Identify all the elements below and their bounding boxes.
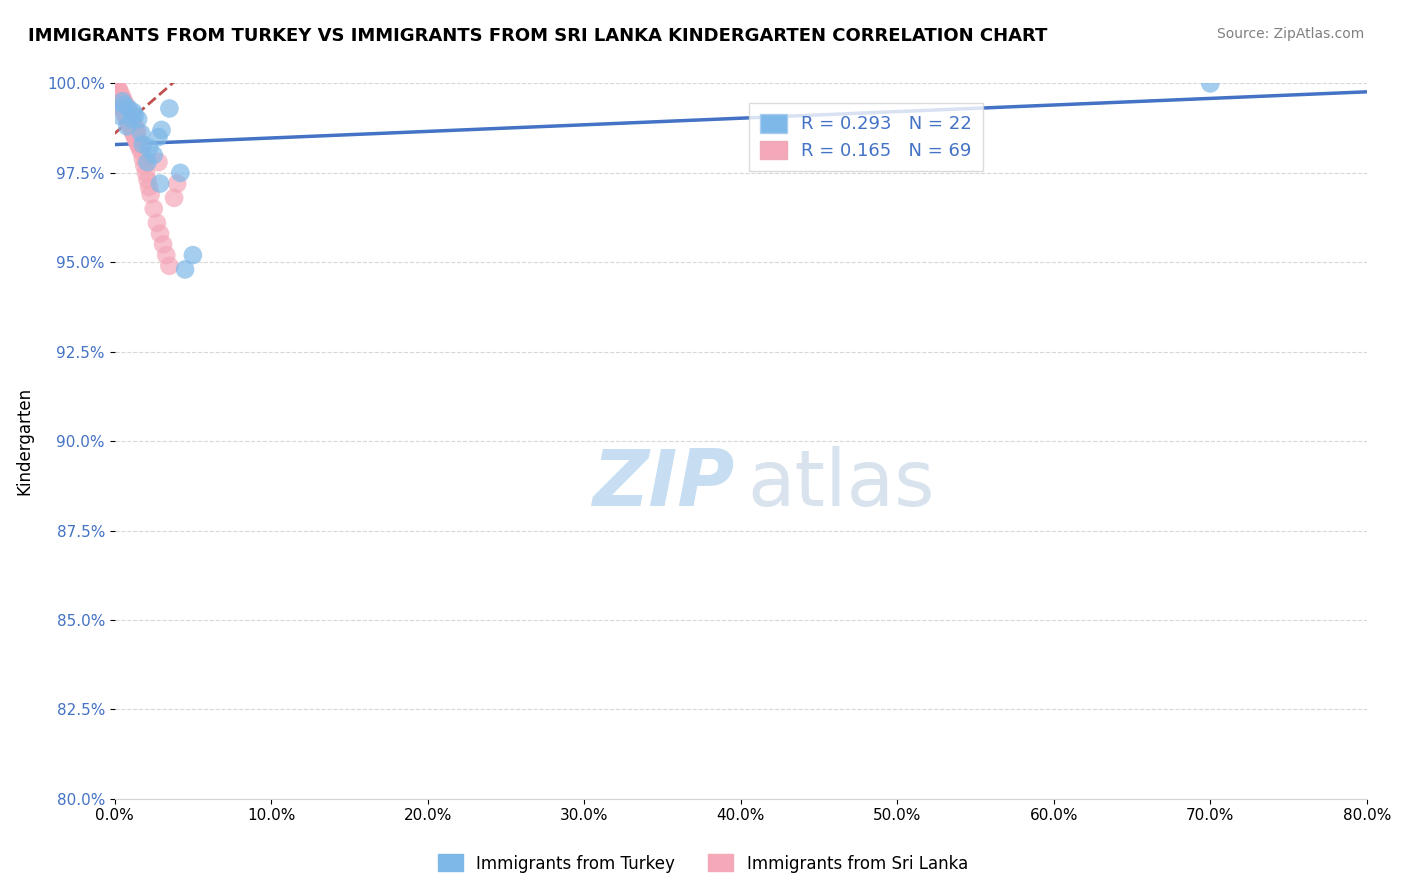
Point <box>127 134 149 148</box>
Point <box>118 112 141 127</box>
Point <box>112 93 135 107</box>
Point <box>128 137 150 152</box>
Point <box>112 98 135 112</box>
Point <box>132 152 155 166</box>
Legend: R = 0.293   N = 22, R = 0.165   N = 69: R = 0.293 N = 22, R = 0.165 N = 69 <box>749 103 983 170</box>
Point <box>108 95 131 109</box>
Text: IMMIGRANTS FROM TURKEY VS IMMIGRANTS FROM SRI LANKA KINDERGARTEN CORRELATION CHA: IMMIGRANTS FROM TURKEY VS IMMIGRANTS FRO… <box>28 27 1047 45</box>
Point <box>120 111 142 125</box>
Point <box>157 259 180 273</box>
Point <box>150 123 173 137</box>
Point <box>148 155 170 169</box>
Point <box>169 166 191 180</box>
Point <box>115 112 138 127</box>
Point <box>124 127 146 141</box>
Point <box>107 82 129 96</box>
Point <box>121 120 143 134</box>
Point <box>114 109 136 123</box>
Point <box>107 86 129 100</box>
Point <box>127 125 149 139</box>
Point <box>181 248 204 262</box>
Point <box>152 237 174 252</box>
Point <box>118 107 141 121</box>
Point <box>163 191 186 205</box>
Point <box>125 130 148 145</box>
Point <box>149 227 172 241</box>
Point <box>120 120 142 134</box>
Point <box>121 123 143 137</box>
Point <box>110 98 132 112</box>
Point <box>122 105 145 120</box>
Point <box>136 155 159 169</box>
Point <box>149 177 172 191</box>
Point <box>134 159 156 173</box>
Text: Source: ZipAtlas.com: Source: ZipAtlas.com <box>1216 27 1364 41</box>
Point <box>124 130 146 145</box>
Point <box>105 84 128 98</box>
Point <box>127 112 149 127</box>
Text: ZIP: ZIP <box>592 446 734 522</box>
Point <box>118 116 141 130</box>
Point <box>108 91 131 105</box>
Point <box>117 103 139 118</box>
Point <box>112 102 135 116</box>
Point <box>115 109 138 123</box>
Point <box>107 87 129 102</box>
Point <box>121 112 143 127</box>
Point <box>110 95 132 109</box>
Point <box>121 114 143 128</box>
Legend: Immigrants from Turkey, Immigrants from Sri Lanka: Immigrants from Turkey, Immigrants from … <box>432 847 974 880</box>
Point <box>127 137 149 152</box>
Point <box>112 98 135 112</box>
Point <box>108 86 131 100</box>
Point <box>129 127 152 141</box>
Point <box>118 102 141 116</box>
Point <box>124 109 146 123</box>
Point <box>157 102 180 116</box>
Point <box>115 105 138 120</box>
Point <box>125 134 148 148</box>
Point <box>142 148 165 162</box>
Point <box>122 118 145 132</box>
Point <box>166 177 188 191</box>
Point <box>105 80 128 95</box>
Point <box>122 123 145 137</box>
Point <box>122 123 145 137</box>
Point <box>146 216 169 230</box>
Point <box>155 248 177 262</box>
Point <box>139 187 162 202</box>
Point <box>120 116 142 130</box>
Point <box>108 91 131 105</box>
Point <box>105 84 128 98</box>
Point <box>174 262 197 277</box>
Point <box>114 96 136 111</box>
Point <box>115 120 138 134</box>
Point <box>112 105 135 120</box>
Point <box>136 173 159 187</box>
Point <box>111 89 134 103</box>
Point <box>115 100 138 114</box>
Point <box>111 95 134 109</box>
Point <box>129 145 152 159</box>
Point <box>120 116 142 130</box>
Point <box>125 121 148 136</box>
Point <box>135 166 157 180</box>
Point <box>107 87 129 102</box>
Point <box>117 109 139 123</box>
Point <box>111 98 134 112</box>
Text: atlas: atlas <box>747 446 935 522</box>
Point <box>142 202 165 216</box>
Point <box>108 109 131 123</box>
Point <box>128 141 150 155</box>
Point <box>122 127 145 141</box>
Y-axis label: Kindergarten: Kindergarten <box>15 387 32 495</box>
Point <box>138 141 160 155</box>
Point <box>132 137 155 152</box>
Point <box>148 130 170 145</box>
Point <box>114 105 136 120</box>
Point <box>138 180 160 194</box>
Point <box>1199 77 1222 91</box>
Point <box>111 102 134 116</box>
